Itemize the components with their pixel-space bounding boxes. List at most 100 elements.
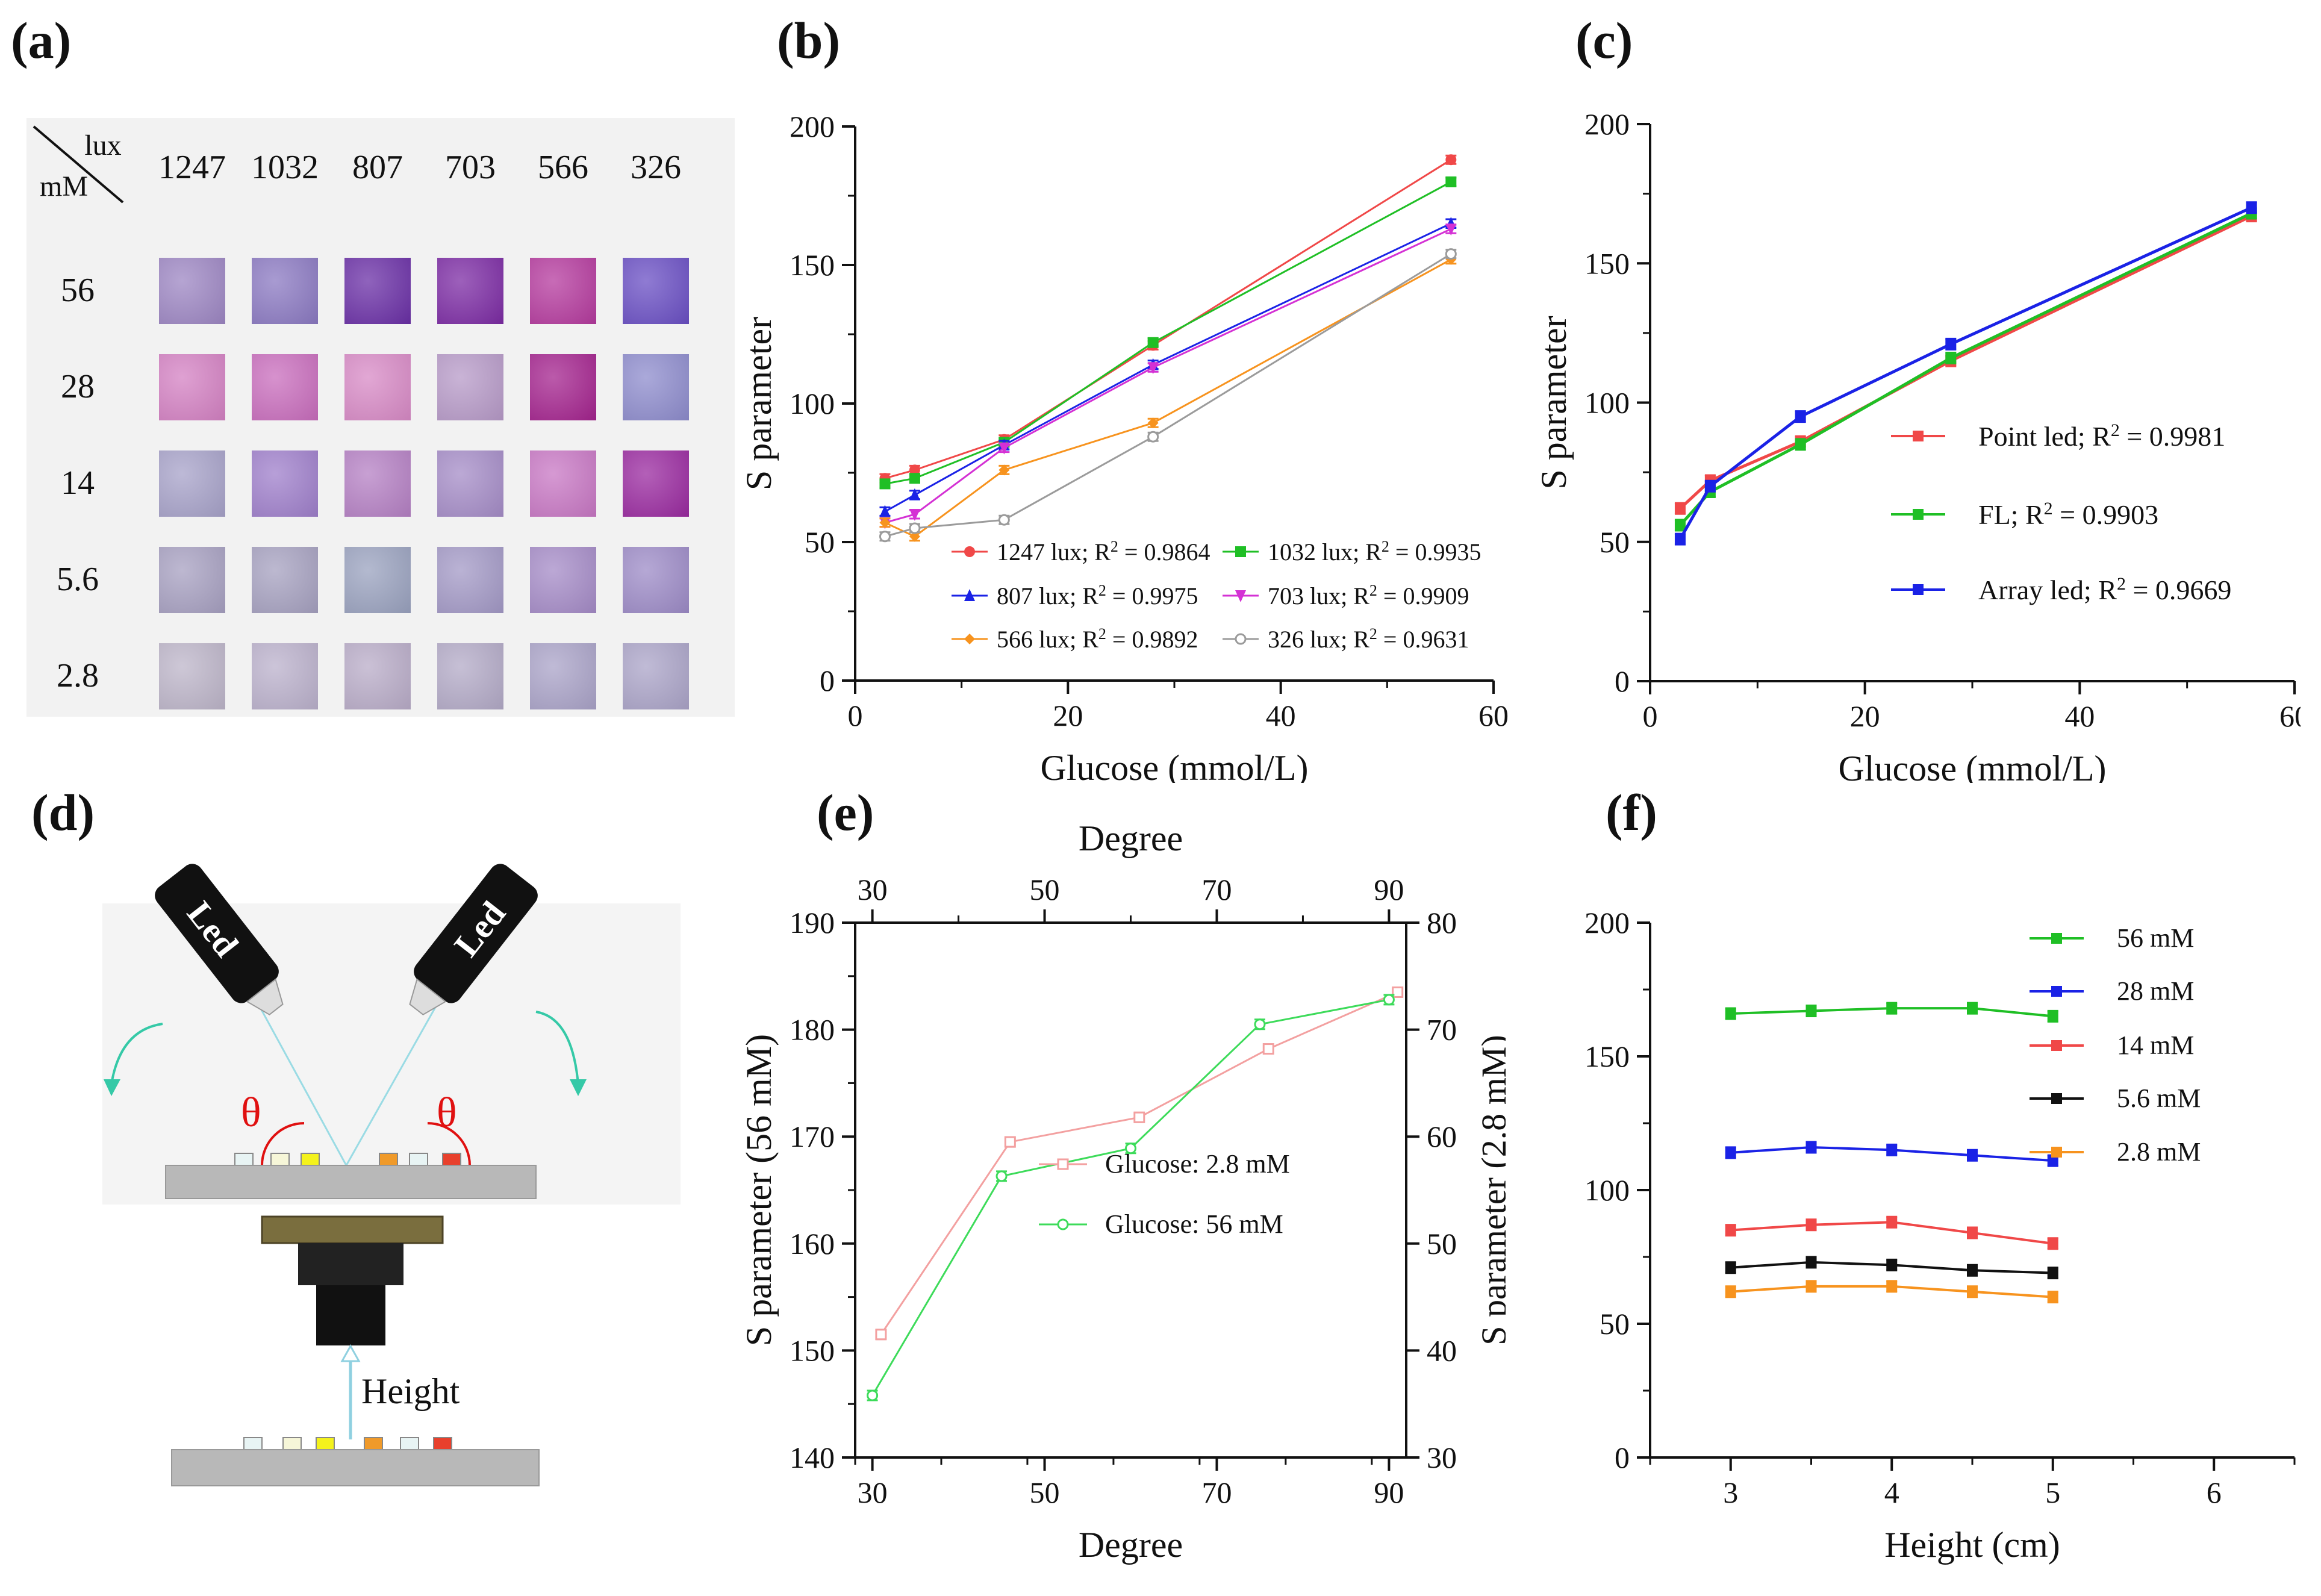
legend-label-1: 28 mM [2117, 976, 2194, 1006]
series-1-point [1125, 1142, 1136, 1155]
panel-label-d: (d) [31, 784, 95, 841]
legend-marker-1 [1057, 1218, 1069, 1230]
top-x-tick-label: 30 [858, 873, 888, 906]
legend-marker-4 [964, 634, 975, 644]
y-axis-label: S parameter [739, 317, 779, 490]
camera-lens-icon [316, 1285, 385, 1345]
y-tick-label: 50 [805, 525, 835, 559]
sample-tile-2.8-326 [623, 643, 689, 709]
panel-label-b: (b) [777, 11, 841, 69]
legend-sup: 2 [1382, 538, 1389, 555]
legend-label-2: 807 lux; R2 = 0.9975 [997, 582, 1198, 610]
series-0-point [1392, 986, 1404, 998]
sample-tile-56-1032 [252, 258, 318, 324]
panel-label-f: (f) [1606, 784, 1657, 841]
series-2-point [1886, 1217, 1898, 1228]
legend-marker-3 [2051, 1093, 2062, 1104]
rotate-right-arrowhead [570, 1079, 587, 1096]
series-1-point [867, 1389, 879, 1401]
series-0-point [1133, 1111, 1145, 1123]
sample-tile-2.8-566 [530, 643, 596, 709]
corner-diagonal [33, 125, 124, 204]
panel-label-a: (a) [11, 11, 72, 69]
series-1-point [1795, 438, 1806, 450]
y-tick-label: 0 [1615, 1441, 1630, 1474]
y-tick-label: 180 [790, 1013, 835, 1047]
legend-marker-2 [1913, 584, 1924, 595]
column-header-703: 703 [445, 149, 496, 186]
legend-r2-0: = 0.9864 [1118, 538, 1210, 566]
series-0-point [1725, 1008, 1736, 1019]
height-arrowhead [340, 1344, 361, 1362]
legend-r2-1: = 0.9903 [2053, 499, 2158, 530]
series-4-point [1886, 1280, 1898, 1292]
series-2-point [1795, 411, 1806, 422]
row-header-14: 14 [61, 464, 95, 502]
sample-tile-56-326 [623, 258, 689, 324]
series-5-point [909, 522, 921, 534]
series-1-point [2047, 1155, 2058, 1167]
series-0-point [1262, 1043, 1274, 1055]
x-tick-label: 50 [1030, 1476, 1060, 1509]
right-y-tick-label: 40 [1427, 1333, 1457, 1367]
sample-tile-56-566 [530, 258, 596, 324]
series-2-point [1674, 534, 1686, 545]
sample-tile-5.6-326 [623, 547, 689, 613]
legend-label-5: 326 lux; R2 = 0.9631 [1268, 625, 1469, 653]
top-plate [165, 1165, 537, 1199]
rotate-left-arrow [110, 1023, 163, 1085]
sample-tile-28-1247 [159, 354, 225, 420]
legend-marker-1 [1913, 509, 1924, 520]
legend-name-3: 703 lux; R [1268, 582, 1369, 609]
series-1-point [1147, 337, 1159, 348]
series-3-point [1445, 223, 1457, 236]
sample-tile-56-1247 [159, 258, 225, 324]
x-tick-label: 40 [2064, 699, 2095, 733]
x-tick-label: 40 [1266, 699, 1296, 732]
sample-tile-5.6-1247 [159, 547, 225, 613]
series-2-point [879, 505, 891, 517]
series-4-point [1725, 1286, 1736, 1297]
legend-r2-0: = 0.9981 [2120, 421, 2225, 452]
series-line-2 [884, 222, 1451, 513]
x-tick-label: 60 [2279, 699, 2301, 733]
series-1-point [879, 478, 891, 490]
series-4-point [998, 464, 1010, 476]
column-header-807: 807 [352, 149, 403, 186]
top-x-axis-label: Degree [1079, 819, 1183, 858]
y-tick-label: 170 [790, 1120, 835, 1153]
series-1-point [995, 1170, 1008, 1182]
x-tick-label: 0 [848, 699, 863, 732]
legend-label-3: 5.6 mM [2117, 1083, 2201, 1113]
legend-label-0: 1247 lux; R2 = 0.9864 [997, 538, 1210, 566]
series-5-point [998, 514, 1010, 526]
series-1-point [1725, 1147, 1736, 1158]
series-3-point [2047, 1267, 2058, 1279]
legend-label-4: 566 lux; R2 = 0.9892 [997, 625, 1198, 653]
legend-marker-0 [2051, 933, 2062, 944]
column-header-566: 566 [538, 149, 588, 186]
legend-label-0: Point led; R2 = 0.9981 [1978, 420, 2225, 452]
row-header-2.8: 2.8 [57, 657, 99, 694]
sample-tile-5.6-566 [530, 547, 596, 613]
theta-left-label: θ [241, 1089, 261, 1136]
series-0-point [1886, 1003, 1898, 1014]
legend-marker-2 [2051, 1040, 2062, 1051]
theta-right-label: θ [437, 1089, 457, 1136]
series-2-point [2246, 202, 2257, 213]
series-2-point [1945, 338, 1957, 350]
y-tick-label: 200 [1584, 906, 1630, 940]
series-4-point [909, 531, 920, 542]
y-tick-label: 150 [790, 248, 835, 282]
panel-label-e: (e) [817, 784, 874, 841]
series-3-point [1886, 1259, 1898, 1271]
y-tick-label: 140 [790, 1441, 835, 1474]
x-tick-label: 20 [1053, 699, 1083, 732]
series-1-point [1967, 1150, 1978, 1161]
legend-label-2: 14 mM [2117, 1030, 2194, 1060]
sample-tile-2.8-1247 [159, 643, 225, 709]
x-tick-label: 60 [1478, 699, 1509, 732]
sensor-strip-top [234, 1153, 461, 1166]
sensor-strip-bottom [243, 1437, 452, 1450]
legend-marker-0 [1057, 1158, 1069, 1170]
